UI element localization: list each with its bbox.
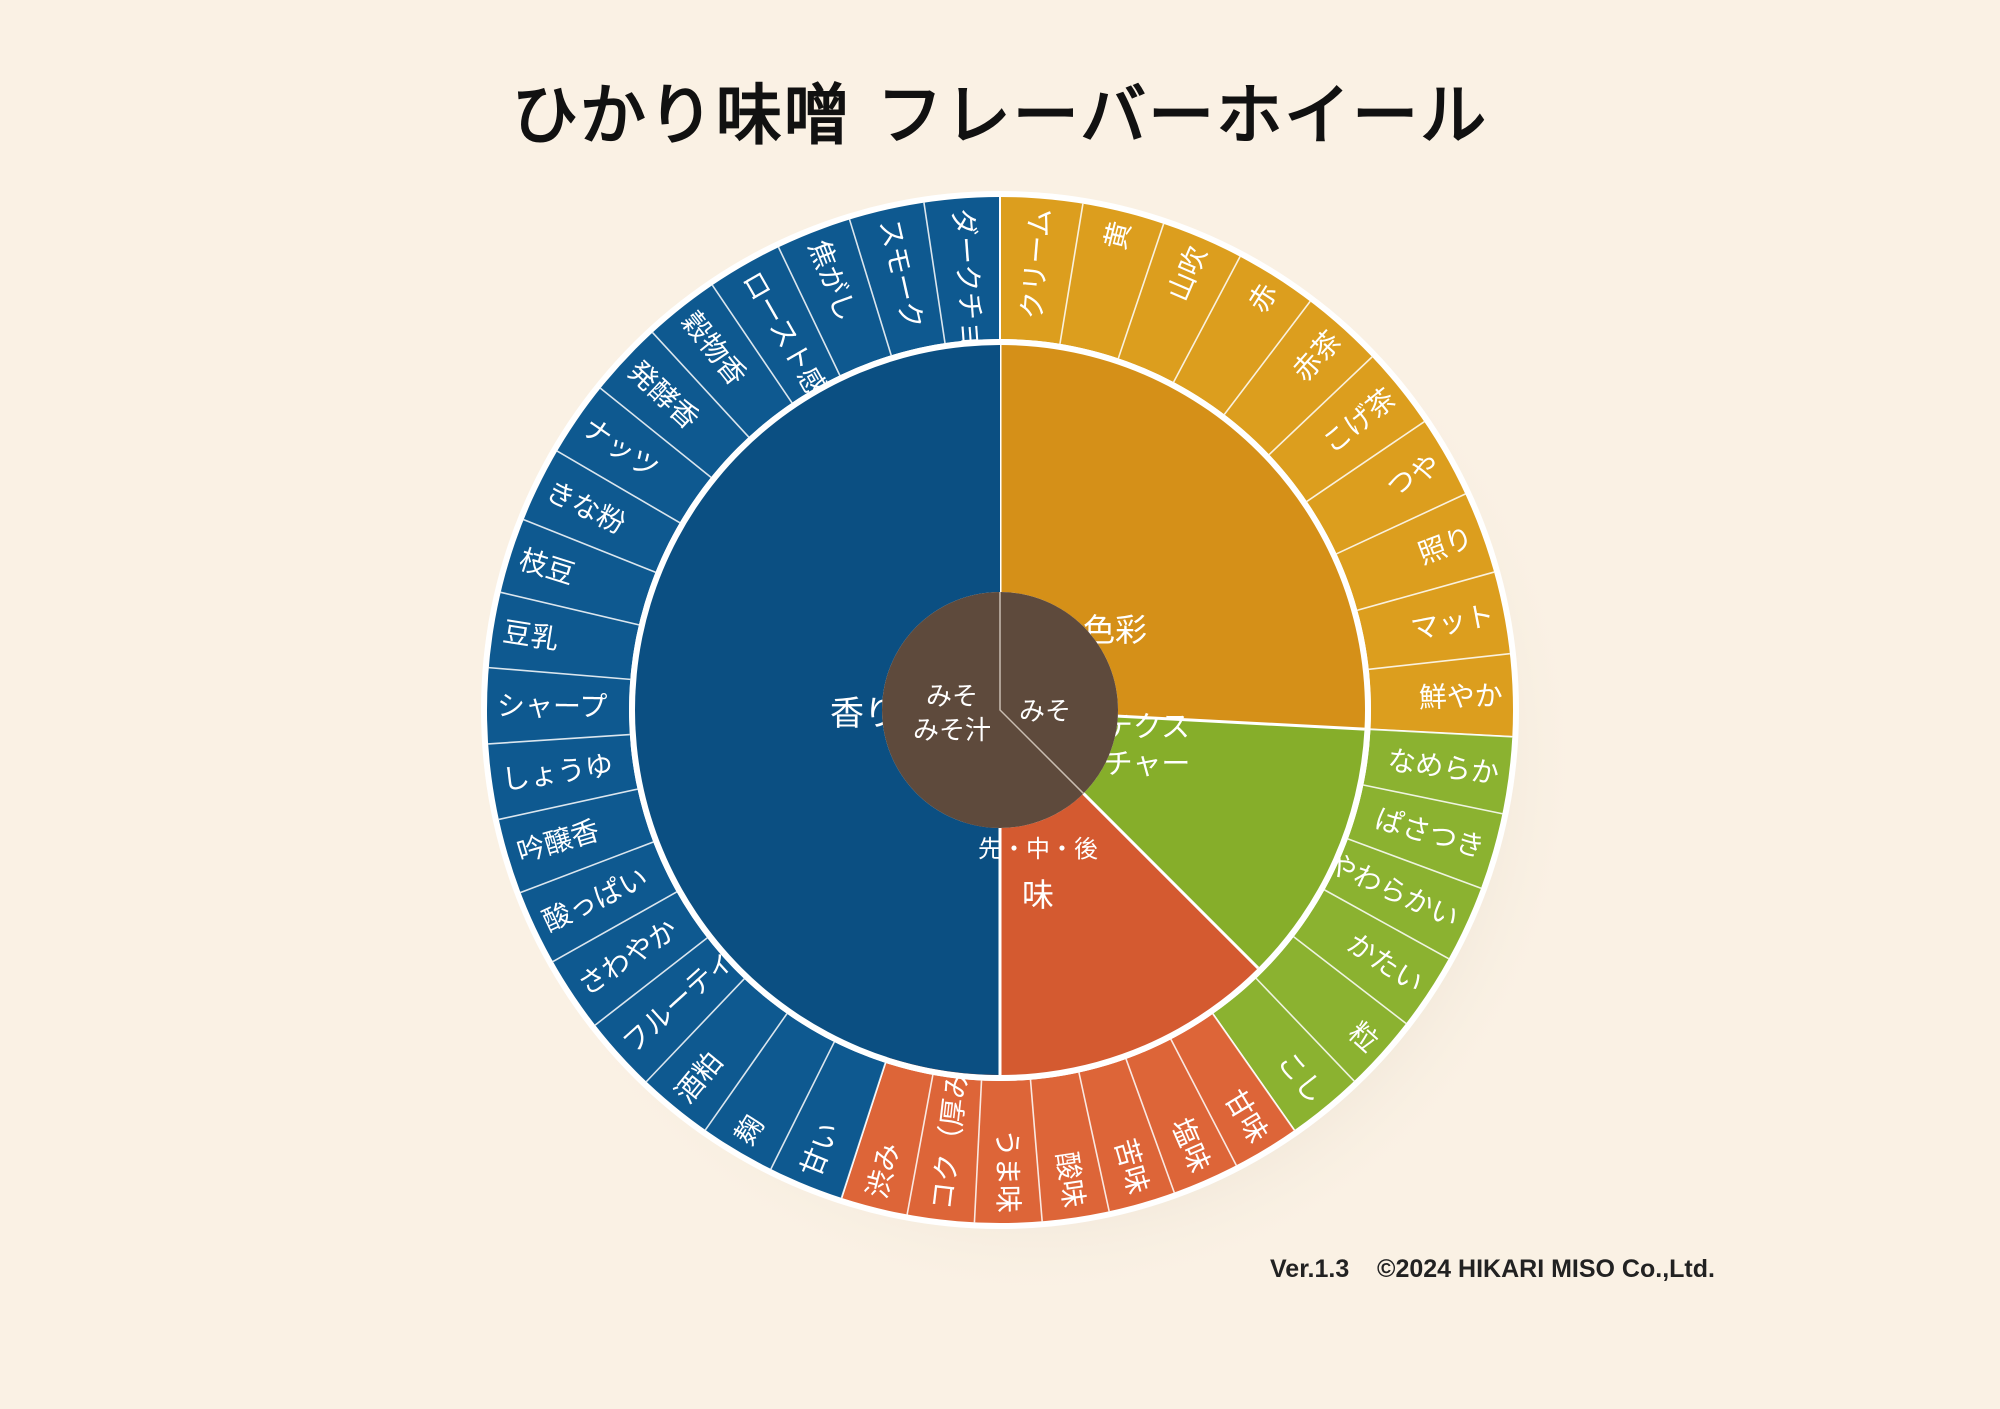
outer-segment-taste — [841, 1013, 1295, 1223]
segment-divider — [1293, 936, 1407, 1025]
segment-divider — [1172, 256, 1241, 383]
segment-divider — [1125, 1058, 1176, 1193]
segment-divider — [848, 219, 892, 356]
segment-divider — [1078, 1072, 1110, 1212]
inner-segment-color — [1000, 345, 1365, 730]
inner-divider — [1082, 792, 1260, 970]
flavor-label: 酸味 — [1050, 1150, 1091, 1210]
segment-divider — [520, 841, 654, 894]
segment-divider — [973, 1080, 983, 1223]
category-label-taste: 味 — [1022, 876, 1054, 914]
inner-segment-texture — [1083, 716, 1365, 969]
segment-divider — [1336, 493, 1466, 555]
segment-divider — [1029, 1079, 1043, 1222]
outer-ring: クリーム 黄山吹 赤赤茶こげ茶つや照りマット鮮やかなめらかぱさつきやわらかいかたい粒… — [487, 197, 1514, 1223]
segment-divider — [599, 387, 712, 478]
segment-divider — [1363, 784, 1503, 815]
outer-segment-aroma — [487, 197, 1000, 1198]
segment-divider — [500, 591, 640, 626]
segment-divider — [1368, 652, 1510, 671]
segment-divider — [1357, 571, 1495, 612]
inner-divider — [1117, 714, 1365, 731]
segment-divider — [704, 1013, 788, 1131]
segment-divider — [498, 788, 638, 821]
segment-divider — [523, 518, 656, 574]
center-left-label: みそ — [926, 682, 978, 712]
category-label-taste: 先・中・後 — [978, 835, 1098, 863]
segment-divider — [1223, 300, 1311, 415]
center-right-label: みそ — [1019, 697, 1071, 727]
flavor-label: シャープ — [497, 689, 608, 723]
segment-divider — [777, 246, 841, 376]
segment-divider — [770, 1041, 836, 1170]
inner-segment-aroma — [635, 345, 1000, 1075]
center-divider — [999, 592, 1084, 794]
center-left-label: みそ汁 — [913, 716, 991, 746]
flavor-label: 鮮やか — [1418, 679, 1503, 714]
category-label-texture: チャー — [1104, 747, 1191, 781]
segment-divider — [645, 978, 745, 1083]
flavor-label: うま味 — [990, 1129, 1024, 1214]
segment-divider — [1306, 420, 1425, 503]
page-title: ひかり味噌 フレーバーホイール — [511, 77, 1489, 154]
segment-divider — [594, 937, 708, 1026]
segment-divider — [1370, 728, 1513, 738]
segment-divider — [1059, 203, 1084, 345]
segment-divider — [488, 733, 630, 745]
segment-divider — [1255, 977, 1355, 1082]
copyright-text: ©2024 HIKARI MISO Co.,Ltd. — [1377, 1255, 1715, 1283]
segment-divider — [1170, 1038, 1238, 1166]
segment-divider — [488, 666, 631, 681]
segment-divider — [556, 450, 681, 524]
segment-divider — [651, 332, 750, 438]
segment-divider — [906, 1074, 934, 1215]
segment-divider — [923, 202, 946, 344]
segment-divider — [840, 1062, 887, 1199]
segment-divider — [552, 891, 678, 963]
segment-divider — [1347, 838, 1482, 890]
segment-divider — [1324, 889, 1450, 960]
version-text: Ver.1.3 — [1270, 1255, 1350, 1283]
segment-divider — [1212, 1013, 1295, 1131]
footer: Ver.1.3 ©2024 HIKARI MISO Co.,Ltd. — [1270, 1255, 1715, 1284]
segment-divider — [1117, 223, 1165, 359]
outer-segment-texture — [1212, 729, 1513, 1131]
segment-divider — [711, 284, 793, 404]
segment-divider — [1268, 356, 1373, 456]
category-label-texture: テクス — [1104, 709, 1190, 743]
